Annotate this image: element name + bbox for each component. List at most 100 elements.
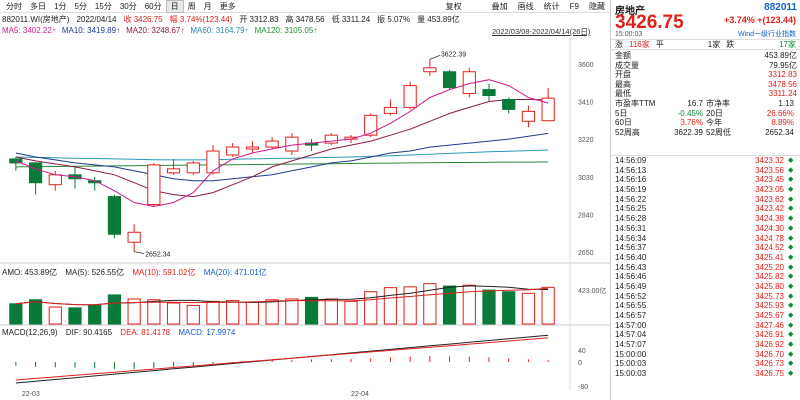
period-tab-4[interactable]: 15分 (94, 1, 112, 11)
stat-grid-row: 市盈率TTM 16.7 市净率 1.13 (615, 99, 797, 109)
candle-body (166, 168, 181, 174)
volume-bar (88, 304, 102, 325)
candle-body (423, 67, 437, 73)
toolbar-right-3[interactable]: F9 (569, 1, 579, 11)
ma60-line (15, 149, 549, 161)
tick-price: 3425.41 (755, 252, 784, 262)
stat-label: 金额 (615, 51, 631, 60)
candle-body (107, 196, 122, 235)
period-tab-6[interactable]: 60分 (144, 1, 162, 11)
tick-row: 14:56:52 3425.73 ◆ (611, 292, 800, 302)
tick-row: 14:57:00 3427.46 ◆ (611, 321, 800, 331)
tick-time: 15:00:00 (615, 349, 647, 359)
price-change: +3.74% +(123.44) (723, 15, 796, 25)
stat-value: 3312.83 (768, 70, 797, 80)
amo-ma20: MA(20): 471.01亿 (203, 268, 267, 277)
open-value: 开 3312.83 (239, 14, 279, 24)
tick-time: 14:56:22 (615, 194, 647, 204)
ma60-legend: MA60: 3164.79↑ (190, 26, 249, 35)
toolbar-right-2[interactable]: 统计 (543, 1, 560, 11)
volume-bar (462, 284, 476, 325)
period-tab-1[interactable]: 多日 (30, 1, 46, 11)
tick-list[interactable]: 14:56:09 3423.32 ◆ 14:56:13 3423.56 ◆ 14:56:16… (611, 155, 800, 379)
stat-label: 52周高 (615, 127, 640, 137)
tick-marker-icon: ◆ (788, 331, 794, 339)
volume-bar (28, 299, 43, 325)
volume-tick-label: 423.00亿 (578, 286, 606, 295)
candle-body (521, 110, 536, 122)
macd-dea: DEA: 81.4178 (120, 328, 171, 337)
code-name: 882011.WI(房地产) (2, 14, 70, 24)
stat-grid-row: 60日 3.76% 今年 8.89% (615, 118, 797, 128)
tick-time: 14:57:07 (615, 340, 647, 350)
volume-bar (9, 303, 23, 325)
candle-body (541, 97, 555, 122)
period-tab-8[interactable]: 周 (187, 1, 196, 11)
stat-label: 市净率 (706, 98, 730, 108)
period-tab-7[interactable]: 日 (165, 0, 184, 13)
volume-bar (206, 300, 220, 325)
period-tab-3[interactable]: 5分 (74, 1, 87, 11)
dea-line (15, 337, 549, 381)
toolbar-right-4[interactable]: 隐藏 (589, 1, 605, 11)
tick-time: 15:00:03 (615, 359, 647, 369)
macd-tick-label: 0 (578, 360, 582, 367)
candle-body (442, 71, 457, 89)
candlestick-chart[interactable]: 3600 3410 3220 3030 2840 2650 3622.39 2652.34 42… (0, 0, 610, 400)
period-tab-2[interactable]: 1分 (54, 1, 67, 11)
tick-time: 14:56:13 (615, 165, 647, 175)
down-label: 跌 (726, 40, 735, 49)
macd-title: MACD(12,26,9) (2, 328, 58, 337)
tick-marker-icon: ◆ (788, 224, 794, 232)
index-code: 882011 (764, 2, 797, 13)
stat-label: 市盈率TTM (615, 98, 656, 108)
toolbar-right-1[interactable]: 画线 (517, 1, 534, 11)
stat-value: 79.95亿 (768, 60, 797, 70)
stat-label: 开盘 (615, 70, 631, 80)
price-tick-label: 3410 (578, 99, 594, 106)
tick-marker-icon: ◆ (788, 292, 794, 300)
volume-bar (364, 291, 378, 325)
volume-value: 量 453.89亿 (417, 14, 460, 24)
tick-marker-icon: ◆ (788, 321, 794, 329)
tick-time: 14:56:16 (615, 175, 647, 185)
tick-row: 14:57:07 3426.92 ◆ (611, 340, 800, 350)
period-toolbar: 分时 多日 1分 5分 15分 30分 60分日周月更多 复权 叠加 画线 统计 F9 隐藏 (0, 0, 610, 13)
adjust-button[interactable]: 复权 (445, 1, 462, 11)
down-count: 17家 (779, 40, 796, 49)
amo-legend: AMO: 453.89亿 MA(5): 526.55亿 MA(10): 591.… (2, 267, 273, 278)
ma5-legend: MA5: 3402.22↑ (2, 26, 56, 35)
candle-body (502, 98, 516, 110)
candle-body (226, 146, 240, 156)
volume-bar (482, 289, 496, 325)
tick-marker-icon: ◆ (788, 205, 794, 213)
candle-body (265, 140, 279, 148)
volume-bar (245, 301, 260, 325)
tick-time: 14:57:04 (615, 330, 647, 340)
tick-row: 14:56:28 3424.38 ◆ (611, 214, 800, 224)
tick-row: 14:56:46 3425.82 ◆ (611, 272, 800, 282)
tick-time: 14:56:37 (615, 243, 647, 253)
flat-label: 平 (655, 40, 664, 49)
tick-row: 14:56:31 3424.30 ◆ (611, 224, 800, 234)
industry-link[interactable]: Wind一级行业指数 (738, 31, 796, 38)
tick-marker-icon: ◆ (788, 370, 794, 378)
period-tab-10[interactable]: 更多 (219, 1, 236, 11)
tick-time: 14:56:09 (615, 156, 647, 165)
date-range-link[interactable]: 2022/03/08-2022/04/14(26日) (492, 27, 591, 36)
period-tab-0[interactable]: 分时 (6, 1, 22, 11)
tick-time: 14:56:40 (615, 252, 647, 262)
candle-body (28, 162, 43, 184)
tick-row: 15:00:00 3426.70 ◆ (611, 350, 800, 360)
ma20-line (15, 132, 549, 182)
stat-value: 3311.24 (768, 89, 797, 99)
volume-bar (48, 306, 62, 325)
period-tab-9[interactable]: 月 (203, 1, 212, 11)
tick-row: 14:56:40 3425.41 ◆ (611, 253, 800, 263)
toolbar-right-0[interactable]: 叠加 (491, 1, 508, 11)
stat-value: -0.45% (677, 108, 703, 118)
period-tab-5[interactable]: 30分 (119, 1, 137, 11)
tick-marker-icon: ◆ (788, 360, 794, 368)
tick-marker-icon: ◆ (788, 350, 794, 358)
candle-body (383, 106, 398, 114)
